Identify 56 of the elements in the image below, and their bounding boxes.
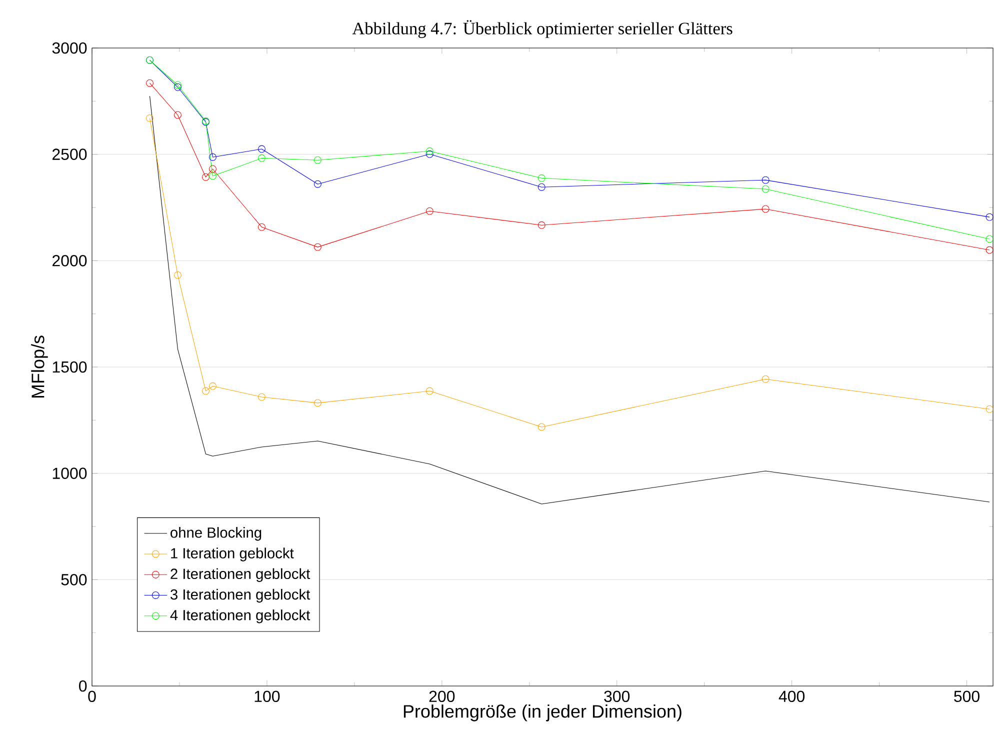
x-tick-label: 400 [778,690,805,702]
point [208,153,216,161]
point [538,423,546,431]
point [258,154,266,162]
y-tick-label: 500 [61,574,87,586]
point [762,176,770,184]
point [986,235,994,243]
point [538,174,546,182]
x-axis-title: Problemgröße (in jeder Dimension) [404,704,682,722]
point [208,382,216,390]
point [426,150,434,158]
point [762,375,770,383]
y-tick-label: 3000 [52,42,87,54]
legend-label: 1 Iteration geblockt [171,548,294,562]
point [986,213,994,221]
point [538,221,546,229]
point [174,271,182,279]
legend-label: 4 Iterationen geblockt [170,610,310,624]
point [314,156,322,164]
point [202,173,210,181]
point [986,246,994,254]
y-axis-title: MFlop/s [31,336,48,398]
point [258,145,266,153]
point [314,399,322,407]
legend-label: 3 Iterationen geblockt [170,588,310,603]
point [426,147,434,155]
point [426,207,434,215]
legend-label: 2 Iterationen geblockt [170,568,310,582]
y-tick-label: 1000 [52,468,87,479]
point [174,111,182,119]
y-tick-label: 2500 [52,148,87,160]
point [202,387,210,395]
point [986,405,994,413]
point [146,79,154,87]
x-tick-label: 100 [254,690,280,702]
y-tick-label: 1500 [52,361,87,373]
point [258,393,266,401]
y-tick-label: 0 [79,680,87,692]
point [208,172,216,180]
x-tick-label: 500 [954,690,980,702]
point [762,205,770,213]
y-tick-label: 2000 [52,255,87,266]
point [314,243,322,251]
x-tick-label: 200 [429,690,455,702]
point [426,387,434,395]
point [762,185,770,193]
x-tick-label: 300 [604,690,630,702]
point [146,114,154,122]
point [208,165,216,173]
chart-title: Abbildung 4.7: Überblick optimierter serieller Glätters [352,20,732,38]
point [538,183,546,191]
point [258,223,266,231]
point [314,180,322,188]
line-series [149,96,990,504]
x-tick-label: 0 [88,690,96,702]
legend-label: ohne Blocking [170,527,262,541]
